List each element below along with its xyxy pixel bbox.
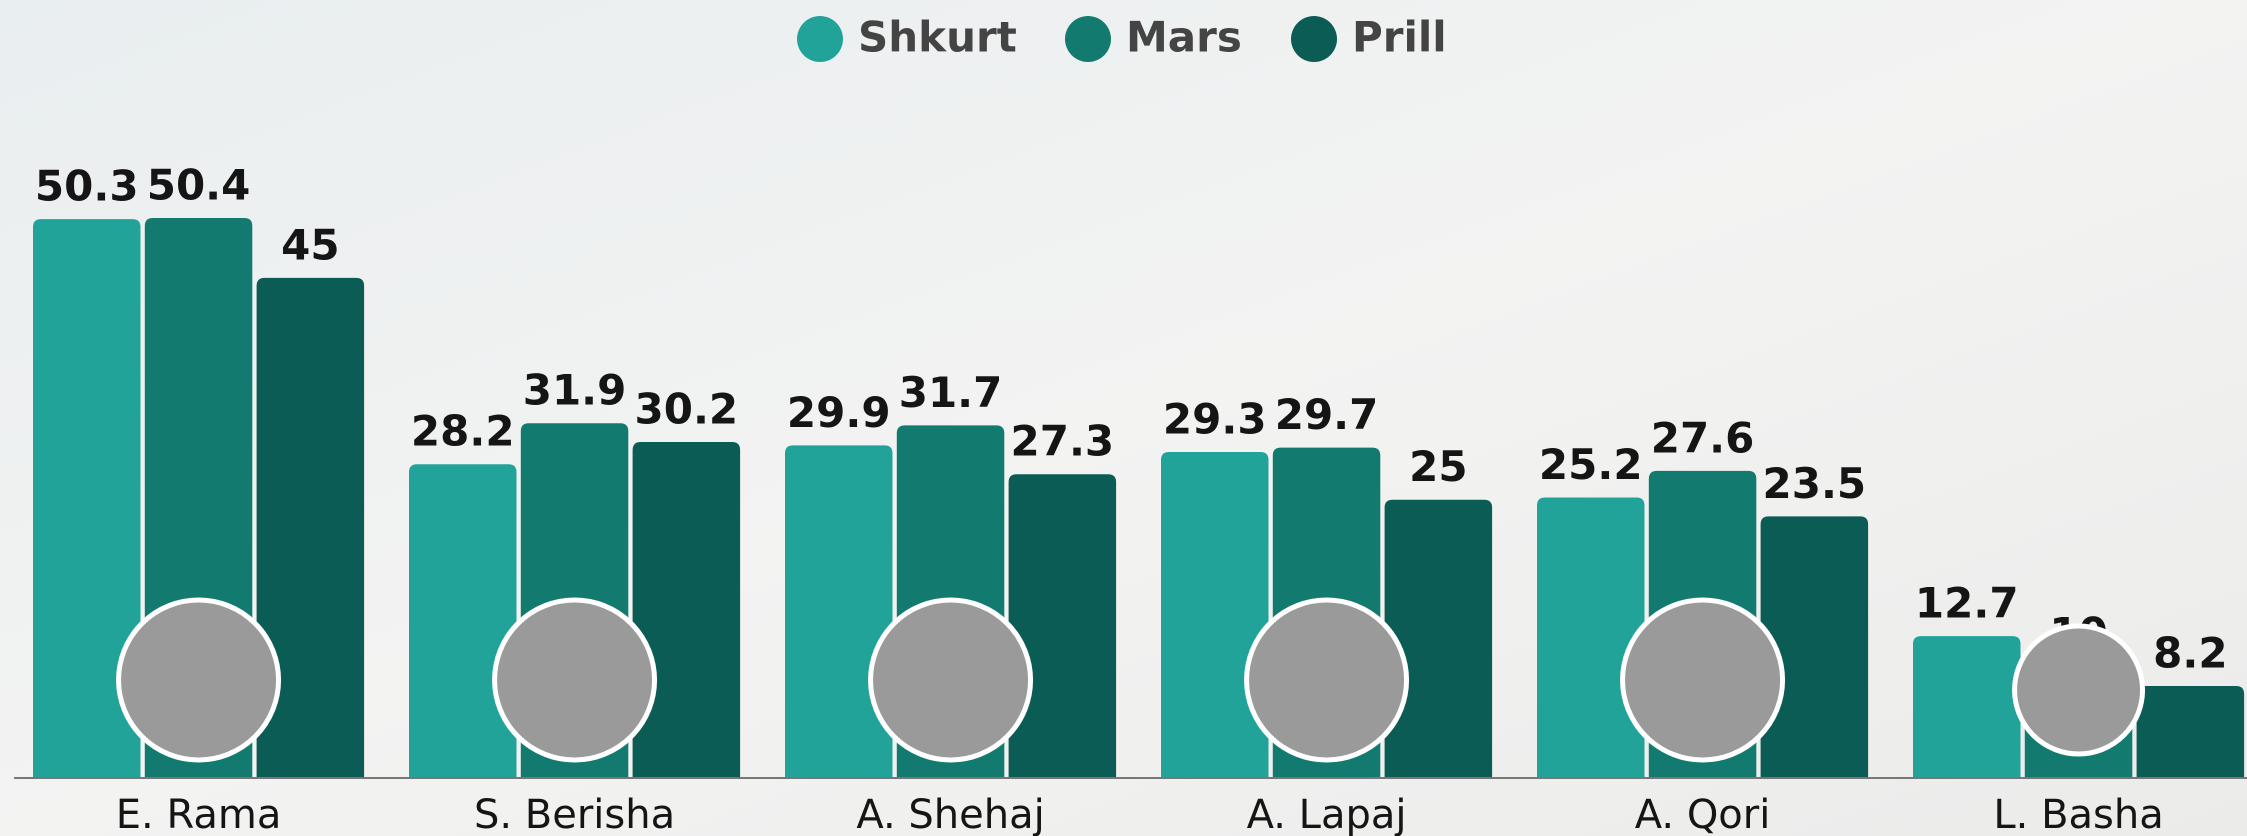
x-tick-label: A. Shehaj <box>856 792 1044 836</box>
legend-swatch <box>797 16 843 62</box>
bar <box>1537 497 1645 777</box>
x-tick-label: A. Lapaj <box>1247 792 1407 836</box>
bar <box>1913 636 2021 777</box>
data-label: 12.7 <box>1915 579 2019 628</box>
legend-swatch <box>1291 16 1337 62</box>
x-tick-label: A. Qori <box>1635 792 1771 836</box>
legend-swatch <box>1065 16 1111 62</box>
data-label: 28.2 <box>411 407 515 456</box>
data-label: 27.6 <box>1651 413 1755 462</box>
bar <box>632 442 741 777</box>
bar <box>1384 499 1493 777</box>
bar <box>785 445 893 777</box>
bar <box>409 464 517 777</box>
bar <box>2136 686 2245 777</box>
data-label: 30.2 <box>635 385 739 434</box>
data-label: 23.5 <box>1763 459 1867 508</box>
data-label: 31.7 <box>899 368 1003 417</box>
legend-label: Mars <box>1126 13 1242 62</box>
data-label: 25 <box>1409 442 1467 491</box>
portrait <box>116 597 282 763</box>
data-label: 29.9 <box>787 388 891 437</box>
x-tick-label: S. Berisha <box>474 792 675 836</box>
bar <box>1008 474 1117 777</box>
bar <box>1760 516 1869 777</box>
portrait <box>492 597 658 763</box>
data-label: 45 <box>281 220 339 269</box>
data-label: 8.2 <box>2153 629 2227 678</box>
legend-label: Shkurt <box>858 13 1017 62</box>
bar <box>1161 452 1269 777</box>
data-label: 50.3 <box>35 162 139 211</box>
legend-label: Prill <box>1352 13 1447 62</box>
data-label: 31.9 <box>523 366 627 415</box>
x-tick-label: E. Rama <box>116 792 282 836</box>
data-label: 27.3 <box>1011 417 1115 466</box>
x-tick-label: L. Basha <box>1993 792 2163 836</box>
portrait <box>868 597 1034 763</box>
data-label: 25.2 <box>1539 440 1643 489</box>
portrait <box>1620 597 1786 763</box>
data-label: 29.3 <box>1163 395 1267 444</box>
bar <box>256 277 365 777</box>
data-label: 29.7 <box>1275 390 1379 439</box>
bar <box>33 219 141 777</box>
data-label: 50.4 <box>147 161 251 210</box>
portrait <box>1244 597 1410 763</box>
portrait <box>2012 623 2146 757</box>
